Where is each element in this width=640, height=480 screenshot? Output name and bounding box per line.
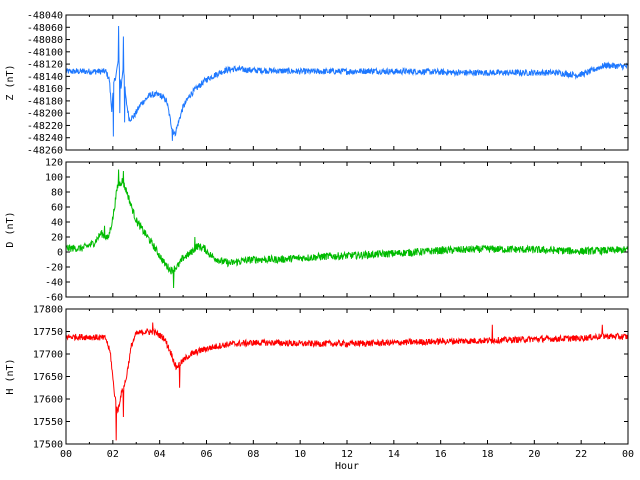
y-tick-label: 17750 [33,327,63,338]
y-tick-label: 17600 [33,395,63,406]
z-component-panel: -48260-48240-48220-48200-48180-48160-481… [5,11,629,157]
y-axis-label: H (nT) [5,358,16,394]
y-tick-label: 20 [51,233,63,244]
y-tick-label: -48160 [27,84,63,95]
y-tick-label: 17500 [33,440,63,451]
x-tick-label: 02 [107,449,119,460]
y-axis-label: Z (nT) [5,64,16,100]
y-tick-label: -48100 [27,47,63,58]
plot-frame [65,14,629,151]
x-axis-label: Hour [335,461,359,472]
y-tick-label: -48180 [27,96,63,107]
y-tick-label: -48240 [27,133,63,144]
series-line [66,169,628,289]
x-tick-label: 10 [294,449,306,460]
y-tick-label: -48200 [27,109,63,120]
y-tick-label: 17700 [33,350,63,361]
y-tick-label: 17550 [33,417,63,428]
d-component-panel: -60 -40 -20 0 20 40 60 80 100 120 D (nT) [5,158,629,304]
x-tick-label: 18 [481,449,493,460]
y-tick-label: -40 [45,278,63,289]
y-tick-label: 60 [51,203,63,214]
x-tick-label: 14 [388,449,400,460]
y-tick-label: -48140 [27,72,63,83]
x-tick-label: 06 [200,449,212,460]
x-tick-label: 20 [528,449,540,460]
y-tick-label: -48220 [27,121,63,132]
y-tick-label: -48120 [27,60,63,71]
y-tick-label: 100 [45,173,63,184]
y-tick-label: 17800 [33,305,63,316]
y-tick-label: -48260 [27,146,63,157]
y-tick-label: -60 [45,293,63,304]
plot-frame [65,161,629,298]
plot-frame [65,308,629,445]
y-tick-label: 80 [51,188,63,199]
y-tick-label: -20 [45,263,63,274]
y-axis-label: D (nT) [5,211,16,247]
y-tick-label: 17650 [33,372,63,383]
y-tick-label: -48040 [27,11,63,22]
x-tick-label: 16 [435,449,447,460]
y-tick-label: -48060 [27,23,63,34]
y-tick-label: 40 [51,218,63,229]
y-tick-label: 120 [45,158,63,169]
x-tick-label: 00 [60,449,72,460]
x-tick-label: 22 [575,449,587,460]
x-tick-label: 08 [247,449,259,460]
y-tick-label: -48080 [27,35,63,46]
x-tick-label: 12 [341,449,353,460]
h-component-panel: 17500 17550 17600 17650 17700 17750 17800 H (nT… [5,305,634,473]
series-line [66,26,628,141]
series-line [66,322,628,441]
x-tick-label: 00 [622,449,634,460]
x-tick-label: 04 [154,449,166,460]
y-tick-label: 0 [57,248,63,259]
